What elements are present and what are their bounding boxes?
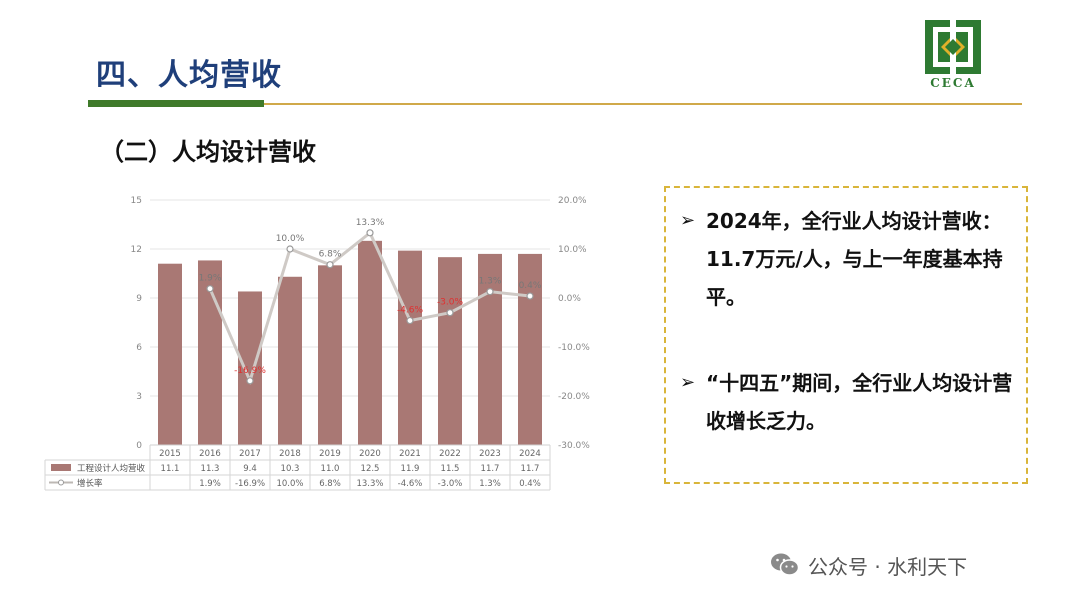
growth-value-label: 0.4% <box>519 479 541 489</box>
logo-text: CECA <box>930 76 976 90</box>
growth-point <box>406 316 414 325</box>
growth-value-label: 1.3% <box>479 479 501 489</box>
growth-point <box>446 309 454 317</box>
title-underline-accent <box>88 100 264 107</box>
growth-data-label: 10.0% <box>276 234 305 244</box>
y-left-tick-label: 3 <box>136 392 142 402</box>
bar <box>478 253 502 445</box>
growth-point <box>326 261 334 269</box>
x-tick-label: 2023 <box>479 449 501 459</box>
growth-data-label: -3.0% <box>437 298 464 308</box>
growth-data-label: 1.9% <box>199 274 222 284</box>
x-tick-label: 2020 <box>359 449 381 459</box>
growth-value-label: 1.9% <box>199 479 221 489</box>
x-tick-label: 2016 <box>199 449 221 459</box>
growth-point <box>246 377 254 385</box>
y-right-tick-label: -20.0% <box>558 392 590 402</box>
title-underline-rule <box>264 103 1022 105</box>
growth-data-label: 1.3% <box>479 277 502 287</box>
growth-data-label: -16.9% <box>234 366 266 376</box>
growth-value-label: -16.9% <box>235 479 265 489</box>
x-tick-label: 2024 <box>519 449 541 459</box>
x-tick-label: 2019 <box>319 449 341 459</box>
growth-point <box>526 292 534 300</box>
legend-bar-swatch <box>51 464 71 471</box>
arrow-icon: ➢ <box>680 372 696 393</box>
summary-box: ➢ 2024年，全行业人均设计营收：11.7万元/人，与上一年度基本持平。 ➢ … <box>664 186 1028 484</box>
bar <box>278 276 302 445</box>
bar-value-label: 12.5 <box>361 464 380 474</box>
growth-point <box>486 288 494 296</box>
growth-point <box>286 245 294 253</box>
x-tick-label: 2015 <box>159 449 181 459</box>
x-tick-label: 2018 <box>279 449 301 459</box>
y-left-tick-label: 15 <box>131 196 142 206</box>
growth-data-label: -4.6% <box>397 306 424 316</box>
bar <box>318 265 342 445</box>
y-right-tick-label: -10.0% <box>558 343 590 353</box>
bar <box>358 240 382 445</box>
arrow-icon: ➢ <box>680 210 696 231</box>
revenue-chart: 0 3 6 9 12 15 -30.0% -20.0% -10.0% 0.0% 10.0% 20.0%… <box>44 196 590 491</box>
y-left-tick-label: 12 <box>131 245 142 255</box>
bar <box>438 257 462 445</box>
growth-value-label: 13.3% <box>356 479 383 489</box>
section-subtitle: （二）人均设计营收 <box>100 138 316 166</box>
bar <box>238 291 262 445</box>
x-tick-label: 2021 <box>399 449 421 459</box>
wechat-icon <box>771 553 800 576</box>
watermark: 公众号 · 水利天下 <box>770 550 967 580</box>
y-left-tick-label: 0 <box>136 441 142 451</box>
bar <box>398 250 422 445</box>
bar-value-label: 10.3 <box>281 464 300 474</box>
bar-value-label: 11.1 <box>161 464 180 474</box>
bar-value-label: 11.5 <box>441 464 460 474</box>
y-left-tick-label: 6 <box>136 343 142 353</box>
x-tick-label: 2022 <box>439 449 461 459</box>
bar <box>158 263 182 445</box>
growth-value-label: -3.0% <box>438 479 463 489</box>
y-right-tick-label: 0.0% <box>558 294 581 304</box>
y-right-tick-label: 10.0% <box>558 245 587 255</box>
bar-value-label: 9.4 <box>243 464 257 474</box>
growth-data-label: 0.4% <box>519 281 542 291</box>
bar-value-label: 11.0 <box>321 464 340 474</box>
bar-value-label: 11.9 <box>401 464 420 474</box>
growth-value-label: 10.0% <box>276 479 303 489</box>
watermark-text: 公众号 · 水利天下 <box>808 554 968 579</box>
bar-value-label: 11.3 <box>201 464 220 474</box>
bar <box>518 253 542 445</box>
ceca-logo <box>925 20 981 74</box>
growth-value-label: 6.8% <box>319 479 341 489</box>
y-left-tick-label: 9 <box>136 294 142 304</box>
growth-data-label: 6.8% <box>319 250 342 260</box>
y-right-tick-label: 20.0% <box>558 196 587 206</box>
growth-value-label: -4.6% <box>398 479 423 489</box>
growth-point <box>206 285 214 293</box>
legend-line-marker <box>58 479 64 486</box>
page-title: 四、人均营收 <box>96 58 282 93</box>
bar-value-label: 11.7 <box>481 464 500 474</box>
bar-value-label: 11.7 <box>521 464 540 474</box>
growth-point <box>366 229 374 237</box>
bullet-text: 2024年，全行业人均设计营收：11.7万元/人，与上一年度基本持平。 <box>706 209 1003 309</box>
y-right-tick-label: -30.0% <box>558 441 590 451</box>
legend-bar-label: 工程设计人均营收 <box>77 463 146 474</box>
x-tick-label: 2017 <box>239 449 261 459</box>
growth-data-label: 13.3% <box>356 218 385 228</box>
legend-line-label: 增长率 <box>77 478 103 489</box>
bullet-text: “十四五”期间，全行业人均设计营收增长乏力。 <box>706 371 1013 433</box>
